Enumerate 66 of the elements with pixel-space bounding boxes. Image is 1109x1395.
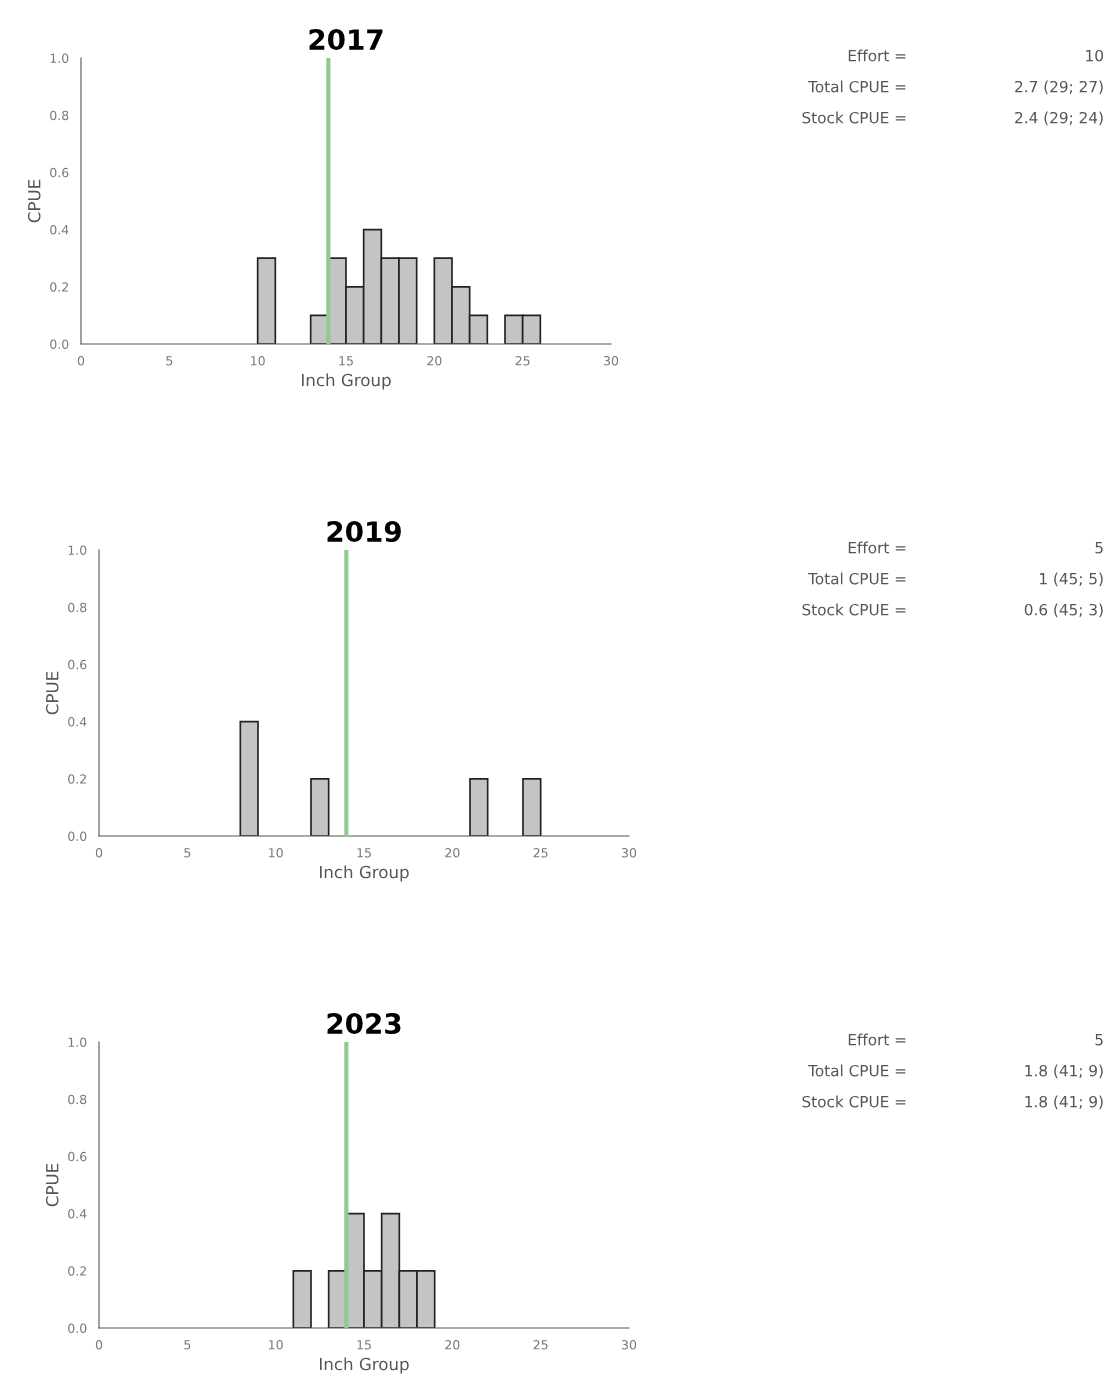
x-tick-label: 15 (357, 1340, 371, 1350)
text: 1 (45; 5) (1040, 572, 1103, 587)
text: 2.4 (29; 24) (1015, 111, 1103, 126)
text: Effort = (848, 1033, 906, 1046)
x-tick-label: 5 (184, 1340, 191, 1350)
text: 2.7 (29; 27) (1015, 80, 1103, 95)
x-tick-label: 20 (445, 1340, 460, 1350)
x-tick-label: 25 (533, 1340, 548, 1350)
text: Total CPUE = (808, 1064, 906, 1077)
chart-title: 2019 (327, 521, 401, 543)
y-tick-label: 0.6 (68, 1151, 87, 1162)
x-tick-label: 20 (445, 848, 460, 858)
x-tick-label: 20 (427, 356, 442, 366)
y-axis-title: CPUE (45, 671, 59, 715)
y-tick-label: 0.6 (68, 659, 87, 670)
text: Effort = (848, 541, 906, 554)
text: 10 (1086, 49, 1103, 62)
y-tick-label: 1.0 (50, 53, 69, 63)
y-tick-label: 0.8 (68, 602, 87, 613)
text: 5 (1095, 542, 1103, 554)
x-axis-title: Inch Group (302, 373, 391, 390)
y-axis-title: CPUE (45, 1163, 59, 1207)
y-tick-label: 0.6 (50, 167, 69, 178)
text: Stock CPUE = (802, 1095, 906, 1108)
x-tick-label: 15 (339, 356, 353, 366)
y-tick-label: 0.0 (68, 1323, 87, 1333)
x-tick-label: 30 (622, 848, 637, 858)
x-tick-label: 25 (515, 356, 530, 366)
y-tick-label: 1.0 (68, 545, 87, 555)
y-tick-label: 0.2 (68, 1266, 86, 1276)
y-tick-label: 0.0 (50, 339, 69, 349)
x-tick-label: 5 (166, 356, 173, 366)
y-tick-label: 0.4 (68, 1209, 87, 1219)
y-tick-label: 0.8 (50, 110, 69, 121)
y-tick-label: 0.0 (68, 831, 87, 841)
x-tick-label: 10 (251, 356, 265, 366)
y-tick-label: 0.2 (68, 774, 86, 784)
y-tick-label: 1.0 (68, 1037, 87, 1047)
chart-title: 2017 (309, 29, 383, 51)
text: 5 (1095, 1034, 1103, 1046)
x-tick-label: 0 (77, 356, 85, 366)
x-tick-label: 10 (269, 848, 283, 858)
y-tick-label: 0.4 (68, 717, 87, 727)
x-tick-label: 30 (622, 1340, 637, 1350)
x-tick-label: 5 (184, 848, 191, 858)
y-axis-title: CPUE (27, 179, 41, 223)
x-tick-label: 15 (357, 848, 371, 858)
x-tick-label: 0 (95, 1340, 103, 1350)
y-tick-label: 0.2 (50, 282, 68, 292)
text: 0.6 (45; 3) (1024, 603, 1103, 618)
y-tick-label: 0.4 (50, 225, 69, 235)
x-tick-label: 30 (604, 356, 619, 366)
x-tick-label: 25 (533, 848, 548, 858)
y-tick-label: 0.8 (68, 1094, 87, 1105)
text: 1.8 (41; 9) (1025, 1064, 1103, 1079)
x-tick-label: 0 (95, 848, 103, 858)
text: Total CPUE = (808, 80, 906, 93)
x-axis-title: Inch Group (320, 1357, 409, 1374)
x-tick-label: 10 (269, 1340, 283, 1350)
x-axis-title: Inch Group (320, 865, 409, 882)
text: 1.8 (41; 9) (1025, 1095, 1103, 1110)
text: Stock CPUE = (802, 603, 906, 616)
text: Stock CPUE = (802, 111, 906, 124)
text: Total CPUE = (808, 572, 906, 585)
chart-title: 2023 (327, 1013, 401, 1035)
text: Effort = (848, 49, 906, 62)
